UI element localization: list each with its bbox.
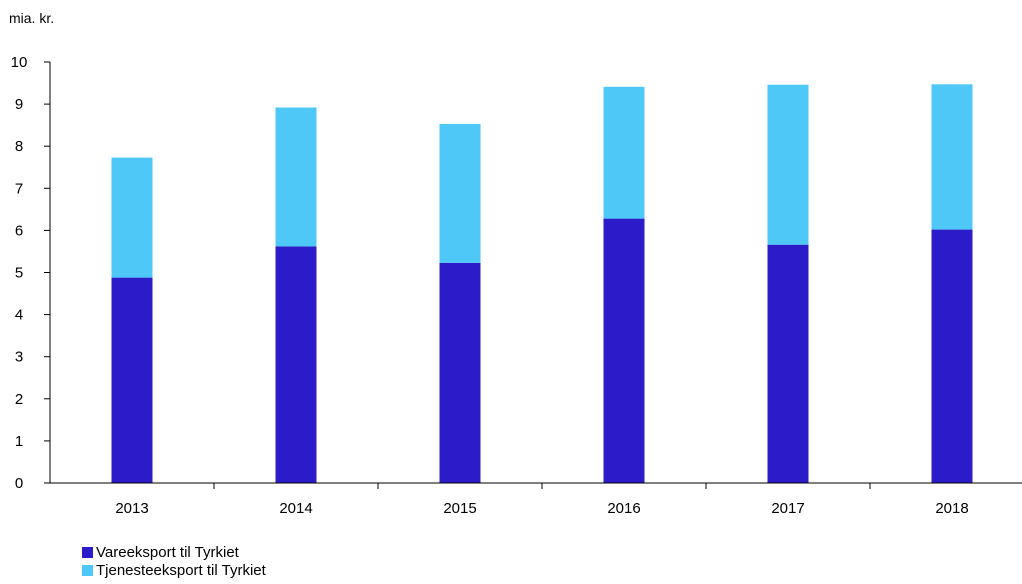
y-tick-label-10: 10 [11, 54, 28, 71]
y-tick-label-4: 4 [15, 307, 23, 324]
legend-item-vareeksport: Vareeksport til Tyrkiet [82, 543, 266, 561]
bar-vareeksport-2018 [931, 229, 973, 483]
bar-tjenesteeksport-2013 [111, 157, 153, 278]
legend-label-vareeksport: Vareeksport til Tyrkiet [96, 543, 239, 561]
bars-group [111, 84, 973, 483]
bar-vareeksport-2017 [767, 244, 809, 483]
legend-label-tjenesteeksport: Tjenesteeksport til Tyrkiet [96, 561, 266, 579]
bar-vareeksport-2014 [275, 246, 317, 483]
y-tick-label-6: 6 [15, 222, 23, 239]
y-tick-label-5: 5 [15, 265, 23, 282]
legend-swatch-vareeksport [82, 546, 93, 558]
y-tick-label-2: 2 [15, 391, 23, 408]
y-tick-label-9: 9 [15, 96, 23, 113]
x-tick-label-2014: 2014 [279, 500, 312, 517]
legend-swatch-tjenesteeksport [82, 564, 93, 576]
bar-tjenesteeksport-2016 [603, 86, 645, 219]
legend: Vareeksport til Tyrkiet Tjenesteeksport … [82, 543, 266, 579]
bar-tjenesteeksport-2015 [439, 123, 481, 263]
x-tick-label-2017: 2017 [771, 500, 804, 517]
bar-tjenesteeksport-2014 [275, 107, 317, 247]
bar-vareeksport-2015 [439, 262, 481, 483]
x-tick-label-2015: 2015 [443, 500, 476, 517]
axes-group: 2013 2014 2015 2016 2017 2018 0 1 2 3 4 5 6 7 8 9 10 [11, 54, 1022, 517]
bar-tjenesteeksport-2018 [931, 84, 973, 230]
bar-tjenesteeksport-2017 [767, 84, 809, 245]
x-tick-label-2016: 2016 [607, 500, 640, 517]
y-axis-unit-label: mia. kr. [9, 10, 55, 26]
y-tick-label-7: 7 [15, 180, 23, 197]
bar-vareeksport-2016 [603, 218, 645, 483]
y-tick-label-0: 0 [15, 475, 23, 492]
y-tick-label-8: 8 [15, 138, 23, 155]
y-tick-label-3: 3 [15, 349, 23, 366]
bar-vareeksport-2013 [111, 277, 153, 483]
legend-item-tjenesteeksport: Tjenesteeksport til Tyrkiet [82, 561, 266, 579]
x-tick-label-2013: 2013 [115, 500, 148, 517]
x-tick-label-2018: 2018 [935, 500, 968, 517]
y-tick-label-1: 1 [15, 433, 23, 450]
